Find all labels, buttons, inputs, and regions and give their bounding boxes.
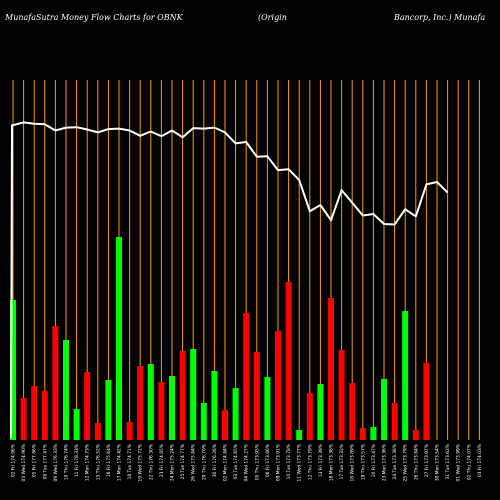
chart-title-left: MunafaSutra Money Flow Charts for OBNK xyxy=(5,13,183,22)
flow-bar-18 xyxy=(200,403,207,440)
flow-bar-1 xyxy=(20,398,27,440)
x-tick-label-15: 24 Mon 175.24% xyxy=(170,444,176,481)
flow-bar-36 xyxy=(391,403,398,440)
x-tick-label-5: 10 Thu 176.74% xyxy=(64,444,70,480)
x-tick-label-8: 15 Thu 176.52% xyxy=(95,444,101,480)
x-tick-label-2: 05 Fri 177.86% xyxy=(32,444,38,477)
flow-bar-28 xyxy=(306,393,313,440)
flow-bar-27 xyxy=(296,430,303,440)
x-tick-label-9: 16 Fri 175.64% xyxy=(106,444,112,477)
flow-bar-39 xyxy=(423,363,430,440)
x-tick-label-1: 03 Wed 174.90% xyxy=(21,444,27,482)
x-tick-label-40: 30 Mon 173.54% xyxy=(435,444,441,481)
flow-bar-20 xyxy=(222,410,228,440)
flow-bar-30 xyxy=(328,298,334,440)
x-tick-label-7: 12 Mon 174.73% xyxy=(85,444,91,481)
flow-bar-3 xyxy=(41,391,48,440)
x-tick-label-26: 10 Tue 173.78% xyxy=(286,444,292,479)
chart-header: MunafaSutra Money Flow Charts for OBNK (… xyxy=(0,0,500,22)
flow-bar-26 xyxy=(285,282,292,440)
chart-title-right: Bancorp, Inc.) Munafa xyxy=(394,13,486,22)
price-line-layer xyxy=(10,121,449,439)
flow-bar-19 xyxy=(211,371,218,440)
flow-bar-4 xyxy=(52,326,59,440)
flow-bar-6 xyxy=(73,409,80,440)
x-tick-label-32: 18 Wed 173.89% xyxy=(350,444,356,482)
flow-bar-29 xyxy=(317,384,324,440)
x-tick-label-37: 25 Wed 173.79% xyxy=(403,444,409,482)
flow-bar-37 xyxy=(402,311,409,440)
flow-bar-17 xyxy=(190,349,197,440)
flow-bar-14 xyxy=(158,382,165,440)
x-tick-label-33: 19 Thu 173.57% xyxy=(360,444,366,480)
x-tick-label-10: 17 Mon 174.42% xyxy=(117,444,123,481)
flow-bar-2 xyxy=(31,386,38,440)
x-tick-label-39: 27 Fri 173.97% xyxy=(424,444,430,477)
x-tick-label-18: 29 Thu 176.70% xyxy=(201,444,207,480)
x-tick-label-0: 02 Fri 174.96% xyxy=(11,444,17,477)
flow-bar-25 xyxy=(275,331,281,440)
price-line xyxy=(10,121,449,439)
flow-bar-35 xyxy=(381,379,387,440)
flow-bar-9 xyxy=(105,380,112,440)
x-tick-label-24: 06 Fri 173.86% xyxy=(265,444,271,477)
flow-bar-22 xyxy=(243,313,250,440)
x-tick-label-12: 19 Wed 175.72% xyxy=(138,444,144,482)
flow-bar-0 xyxy=(10,300,16,440)
x-tick-label-31: 17 Tue 173.32% xyxy=(339,444,345,479)
x-tick-label-42: 01 Wed 173.99% xyxy=(456,444,462,482)
x-tick-label-19: 30 Fri 176.26% xyxy=(212,444,218,477)
money-flow-bars xyxy=(10,237,430,440)
x-tick-label-23: 05 Thu 173.95% xyxy=(254,444,260,480)
flow-bar-32 xyxy=(349,383,356,440)
flow-bar-8 xyxy=(94,423,101,440)
flow-bar-24 xyxy=(264,377,271,440)
x-tick-label-41: 31 Tue 173.62% xyxy=(445,444,451,479)
x-tick-label-25: 09 Mon 173.91% xyxy=(276,444,282,481)
x-tick-label-6: 11 Fri 178.33% xyxy=(74,444,80,477)
x-tick-label-43: 02 Thu 174.07% xyxy=(466,444,472,480)
flow-bar-10 xyxy=(116,237,122,440)
flow-bar-34 xyxy=(370,427,377,440)
flow-bar-7 xyxy=(84,372,91,440)
x-tick-label-35: 23 Mon 173.36% xyxy=(382,444,388,481)
flow-bar-13 xyxy=(147,364,154,440)
x-tick-label-14: 23 Fri 174.85% xyxy=(159,444,165,477)
flow-bar-15 xyxy=(169,376,175,440)
flow-bar-21 xyxy=(232,388,239,440)
x-tick-label-34: 20 Fri 173.47% xyxy=(371,444,377,477)
flow-bar-5 xyxy=(63,340,69,440)
flow-bar-38 xyxy=(412,430,419,440)
x-tick-label-21: 03 Tue 174.65% xyxy=(233,444,239,479)
x-tick-label-20: 02 Mon 174.84% xyxy=(223,444,229,481)
x-tick-label-22: 04 Wed 174.27% xyxy=(244,444,250,482)
flow-bar-31 xyxy=(338,350,345,440)
flow-bar-16 xyxy=(179,351,186,440)
x-tick-label-11: 18 Tue 174.71% xyxy=(127,444,133,479)
x-tick-label-4: 09 Wed 176.33% xyxy=(53,444,59,482)
x-tick-label-44: 03 Fri 174.03% xyxy=(477,444,483,477)
x-tick-label-13: 22 Thu 176.30% xyxy=(148,444,154,480)
flow-bar-12 xyxy=(137,366,144,440)
x-tick-label-28: 12 Thu 173.79% xyxy=(307,444,313,480)
x-tick-label-3: 08 Tue 177.47% xyxy=(42,444,48,479)
x-axis-labels: 02 Fri 174.96% 03 Wed 174.90% 05 Fri 177.8… xyxy=(11,444,483,482)
flow-bar-33 xyxy=(359,428,366,440)
x-tick-label-27: 11 Wed 173.77% xyxy=(297,444,303,482)
chart-title-middle: (Origin xyxy=(258,13,287,22)
x-tick-label-38: 26 Thu 173.84% xyxy=(413,444,419,480)
x-tick-label-17: 26 Wed 175.84% xyxy=(191,444,197,482)
flow-bar-23 xyxy=(253,352,260,440)
flow-bar-11 xyxy=(126,422,133,440)
x-tick-label-36: 24 Tue 173.38% xyxy=(392,444,398,479)
x-tick-label-16: 25 Tue 174.77% xyxy=(180,444,186,479)
x-tick-label-29: 13 Fri 173.39% xyxy=(318,444,324,477)
x-tick-label-30: 16 Mon 173.36% xyxy=(329,444,335,481)
